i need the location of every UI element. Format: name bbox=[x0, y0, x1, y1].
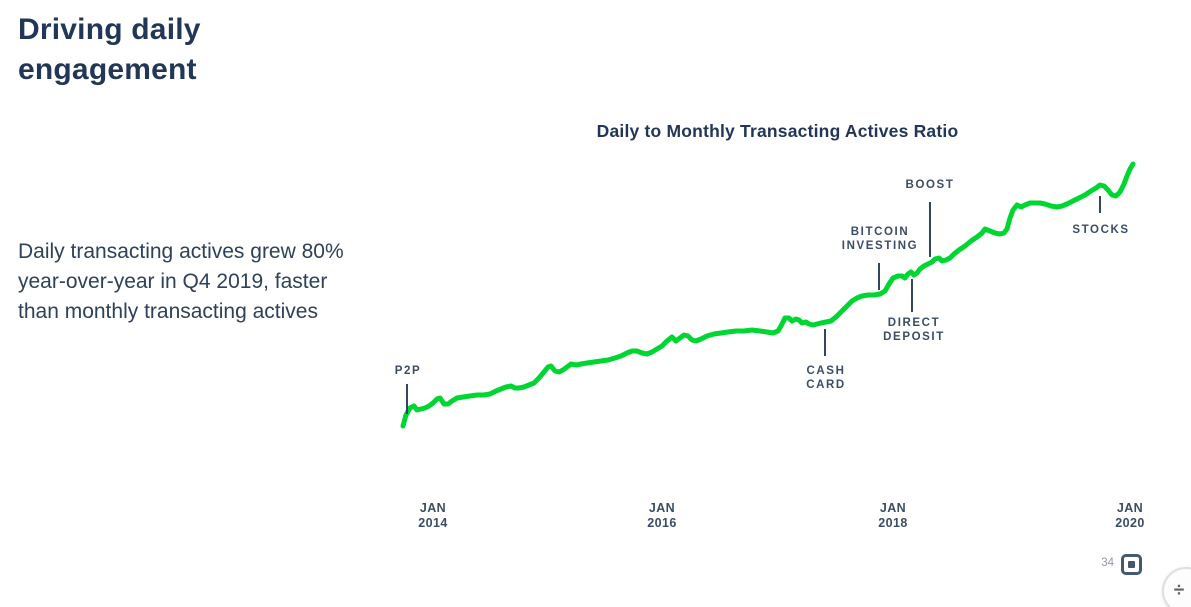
annotation-cash-card-line1: CASH bbox=[806, 365, 846, 377]
x-tick-month: JAN bbox=[1116, 501, 1144, 515]
annotation-boost: BOOST bbox=[906, 179, 955, 193]
annotation-stocks-label: STOCKS bbox=[1072, 224, 1130, 236]
chart-title: Daily to Monthly Transacting Actives Rat… bbox=[596, 121, 959, 141]
divide-zoom-icon: ÷ bbox=[1173, 580, 1185, 601]
annotation-p2p-label: P2P bbox=[394, 365, 422, 377]
annotation-direct-deposit: DIRECT DEPOSIT bbox=[883, 317, 945, 344]
x-tick-jan-2016: JAN 2016 bbox=[647, 501, 676, 530]
annotation-bitcoin-investing: BITCOIN INVESTING bbox=[842, 226, 918, 253]
square-logo-inner-square bbox=[1128, 561, 1135, 568]
x-tick-year: 2020 bbox=[1115, 515, 1145, 530]
x-tick-jan-2020: JAN 2020 bbox=[1115, 501, 1144, 530]
x-tick-month: JAN bbox=[648, 501, 676, 515]
x-tick-jan-2014: JAN 2014 bbox=[418, 501, 447, 530]
slide-body-text: Daily transacting actives grew 80% year-… bbox=[18, 240, 344, 323]
annotation-bitcoin-line1: BITCOIN bbox=[850, 226, 910, 238]
annotation-bitcoin-line2: INVESTING bbox=[841, 239, 919, 252]
annotation-direct-deposit-line1: DIRECT bbox=[887, 317, 941, 329]
annotation-cash-card: CASH CARD bbox=[806, 365, 846, 392]
annotation-p2p: P2P bbox=[395, 365, 422, 379]
x-tick-year: 2016 bbox=[647, 515, 677, 530]
slide-title: Driving daily engagement bbox=[18, 13, 201, 86]
x-tick-jan-2018: JAN 2018 bbox=[878, 501, 907, 530]
x-tick-month: JAN bbox=[419, 501, 447, 515]
annotation-cash-card-line2: CARD bbox=[806, 378, 846, 391]
x-tick-year: 2014 bbox=[418, 515, 448, 530]
page-number: 34 bbox=[1101, 557, 1114, 569]
ratio-line bbox=[400, 161, 1136, 429]
square-logo-icon bbox=[1121, 554, 1142, 575]
annotation-stocks: STOCKS bbox=[1072, 224, 1129, 238]
annotation-direct-deposit-line2: DEPOSIT bbox=[883, 330, 945, 343]
x-tick-year: 2018 bbox=[878, 515, 908, 530]
x-tick-month: JAN bbox=[879, 501, 907, 515]
annotation-boost-label: BOOST bbox=[905, 179, 955, 191]
